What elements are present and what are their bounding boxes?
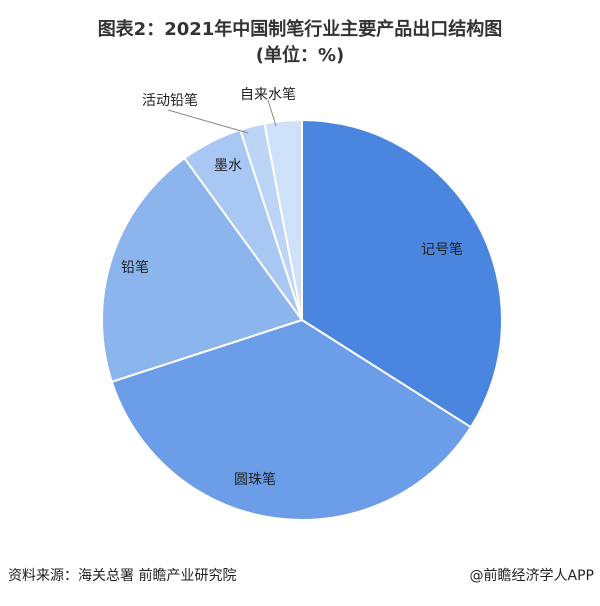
pie [101, 118, 503, 521]
leader-line [167, 109, 249, 134]
slice-label: 铅笔 [121, 260, 149, 276]
slice-label: 墨水 [214, 158, 242, 174]
pie-slice [110, 318, 473, 521]
pie-slice [263, 118, 303, 321]
slice-label: 记号笔 [421, 242, 463, 258]
credit: @前瞻经济学人APP [470, 567, 594, 584]
slice-label: 圆珠笔 [234, 472, 276, 488]
chart-subtitle: (单位：%) [256, 44, 345, 66]
slice-label: 自来水笔 [240, 87, 296, 103]
pie-slice [301, 118, 503, 429]
leader-line [267, 99, 277, 127]
pie-slice [101, 156, 304, 384]
source: 资料来源：海关总署 前瞻产业研究院 [8, 567, 236, 584]
chart-title: 图表2：2021年中国制笔行业主要产品出口结构图 [98, 18, 503, 40]
slice-label: 活动铅笔 [142, 93, 198, 109]
